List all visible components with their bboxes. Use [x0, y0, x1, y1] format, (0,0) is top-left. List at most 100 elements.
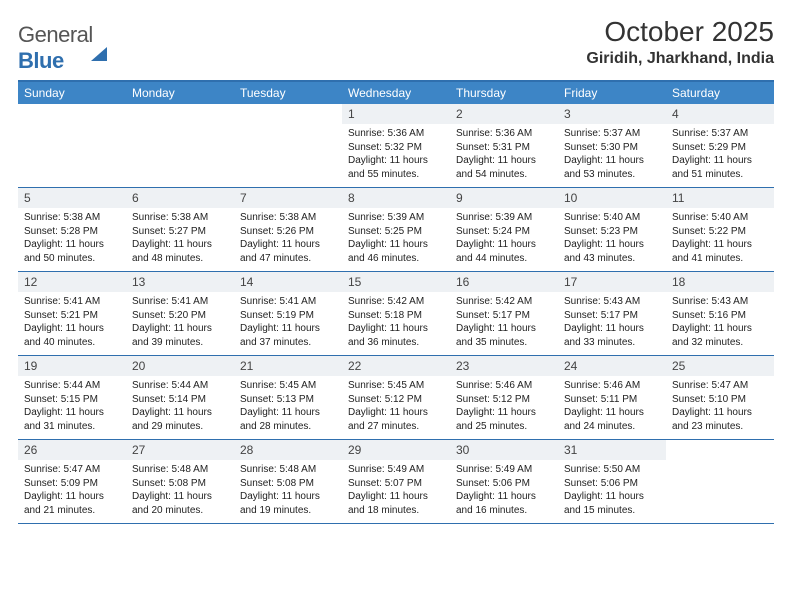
day-number: 16: [450, 272, 558, 292]
daylight-text: Daylight: 11 hours and 44 minutes.: [456, 238, 552, 265]
day-info: Sunrise: 5:42 AMSunset: 5:17 PMDaylight:…: [450, 292, 558, 355]
day-number: 26: [18, 440, 126, 460]
day-info: Sunrise: 5:40 AMSunset: 5:22 PMDaylight:…: [666, 208, 774, 271]
weekday-header: Wednesday: [342, 82, 450, 104]
weekday-header-row: Sunday Monday Tuesday Wednesday Thursday…: [18, 82, 774, 104]
daylight-text: Daylight: 11 hours and 15 minutes.: [564, 490, 660, 517]
sunset-text: Sunset: 5:06 PM: [564, 477, 660, 491]
day-cell: 4Sunrise: 5:37 AMSunset: 5:29 PMDaylight…: [666, 104, 774, 187]
day-info: Sunrise: 5:41 AMSunset: 5:19 PMDaylight:…: [234, 292, 342, 355]
day-cell: 28Sunrise: 5:48 AMSunset: 5:08 PMDayligh…: [234, 440, 342, 523]
sunrise-text: Sunrise: 5:47 AM: [24, 463, 120, 477]
sunrise-text: Sunrise: 5:40 AM: [672, 211, 768, 225]
day-number: 11: [666, 188, 774, 208]
day-number: 10: [558, 188, 666, 208]
calendar-page: General Blue October 2025 Giridih, Jhark…: [0, 0, 792, 524]
day-info: Sunrise: 5:46 AMSunset: 5:12 PMDaylight:…: [450, 376, 558, 439]
day-info: Sunrise: 5:39 AMSunset: 5:25 PMDaylight:…: [342, 208, 450, 271]
day-number: 29: [342, 440, 450, 460]
weekday-header: Thursday: [450, 82, 558, 104]
day-info: Sunrise: 5:41 AMSunset: 5:21 PMDaylight:…: [18, 292, 126, 355]
sunset-text: Sunset: 5:25 PM: [348, 225, 444, 239]
sunrise-text: Sunrise: 5:47 AM: [672, 379, 768, 393]
day-info: Sunrise: 5:43 AMSunset: 5:17 PMDaylight:…: [558, 292, 666, 355]
day-cell: 27Sunrise: 5:48 AMSunset: 5:08 PMDayligh…: [126, 440, 234, 523]
day-info: Sunrise: 5:39 AMSunset: 5:24 PMDaylight:…: [450, 208, 558, 271]
daylight-text: Daylight: 11 hours and 36 minutes.: [348, 322, 444, 349]
day-cell: 7Sunrise: 5:38 AMSunset: 5:26 PMDaylight…: [234, 188, 342, 271]
day-cell: 1Sunrise: 5:36 AMSunset: 5:32 PMDaylight…: [342, 104, 450, 187]
sunset-text: Sunset: 5:24 PM: [456, 225, 552, 239]
sunrise-text: Sunrise: 5:48 AM: [132, 463, 228, 477]
day-number: 7: [234, 188, 342, 208]
sunrise-text: Sunrise: 5:45 AM: [240, 379, 336, 393]
day-info: Sunrise: 5:48 AMSunset: 5:08 PMDaylight:…: [126, 460, 234, 523]
sunrise-text: Sunrise: 5:38 AM: [132, 211, 228, 225]
day-cell: [666, 440, 774, 523]
day-number: 30: [450, 440, 558, 460]
day-cell: 23Sunrise: 5:46 AMSunset: 5:12 PMDayligh…: [450, 356, 558, 439]
day-cell: 19Sunrise: 5:44 AMSunset: 5:15 PMDayligh…: [18, 356, 126, 439]
day-cell: [234, 104, 342, 187]
day-info: Sunrise: 5:38 AMSunset: 5:27 PMDaylight:…: [126, 208, 234, 271]
day-info: Sunrise: 5:49 AMSunset: 5:07 PMDaylight:…: [342, 460, 450, 523]
sunset-text: Sunset: 5:19 PM: [240, 309, 336, 323]
sunrise-text: Sunrise: 5:49 AM: [456, 463, 552, 477]
sunset-text: Sunset: 5:26 PM: [240, 225, 336, 239]
sunset-text: Sunset: 5:30 PM: [564, 141, 660, 155]
daylight-text: Daylight: 11 hours and 37 minutes.: [240, 322, 336, 349]
weekday-header: Sunday: [18, 82, 126, 104]
sunset-text: Sunset: 5:07 PM: [348, 477, 444, 491]
sunrise-text: Sunrise: 5:36 AM: [456, 127, 552, 141]
sunset-text: Sunset: 5:17 PM: [456, 309, 552, 323]
day-cell: 13Sunrise: 5:41 AMSunset: 5:20 PMDayligh…: [126, 272, 234, 355]
day-number: 3: [558, 104, 666, 124]
sunset-text: Sunset: 5:13 PM: [240, 393, 336, 407]
daylight-text: Daylight: 11 hours and 19 minutes.: [240, 490, 336, 517]
day-info: Sunrise: 5:43 AMSunset: 5:16 PMDaylight:…: [666, 292, 774, 355]
calendar-grid: Sunday Monday Tuesday Wednesday Thursday…: [18, 80, 774, 524]
day-cell: 2Sunrise: 5:36 AMSunset: 5:31 PMDaylight…: [450, 104, 558, 187]
location-subtitle: Giridih, Jharkhand, India: [586, 50, 774, 68]
daylight-text: Daylight: 11 hours and 33 minutes.: [564, 322, 660, 349]
day-cell: 16Sunrise: 5:42 AMSunset: 5:17 PMDayligh…: [450, 272, 558, 355]
brand-word-2: Blue: [18, 48, 64, 73]
sunset-text: Sunset: 5:08 PM: [132, 477, 228, 491]
weekday-header: Friday: [558, 82, 666, 104]
day-info: Sunrise: 5:36 AMSunset: 5:32 PMDaylight:…: [342, 124, 450, 187]
day-info: Sunrise: 5:42 AMSunset: 5:18 PMDaylight:…: [342, 292, 450, 355]
day-info: Sunrise: 5:44 AMSunset: 5:15 PMDaylight:…: [18, 376, 126, 439]
day-cell: 30Sunrise: 5:49 AMSunset: 5:06 PMDayligh…: [450, 440, 558, 523]
day-number: 12: [18, 272, 126, 292]
sunrise-text: Sunrise: 5:44 AM: [24, 379, 120, 393]
brand-word-1: General: [18, 22, 93, 47]
weekday-header: Monday: [126, 82, 234, 104]
day-number: 23: [450, 356, 558, 376]
sunrise-text: Sunrise: 5:37 AM: [564, 127, 660, 141]
daylight-text: Daylight: 11 hours and 21 minutes.: [24, 490, 120, 517]
day-info: Sunrise: 5:37 AMSunset: 5:29 PMDaylight:…: [666, 124, 774, 187]
week-row: 12Sunrise: 5:41 AMSunset: 5:21 PMDayligh…: [18, 272, 774, 356]
sunset-text: Sunset: 5:32 PM: [348, 141, 444, 155]
sunrise-text: Sunrise: 5:41 AM: [132, 295, 228, 309]
day-info: Sunrise: 5:41 AMSunset: 5:20 PMDaylight:…: [126, 292, 234, 355]
daylight-text: Daylight: 11 hours and 20 minutes.: [132, 490, 228, 517]
daylight-text: Daylight: 11 hours and 50 minutes.: [24, 238, 120, 265]
day-cell: 6Sunrise: 5:38 AMSunset: 5:27 PMDaylight…: [126, 188, 234, 271]
sunset-text: Sunset: 5:22 PM: [672, 225, 768, 239]
day-info: Sunrise: 5:40 AMSunset: 5:23 PMDaylight:…: [558, 208, 666, 271]
sunrise-text: Sunrise: 5:38 AM: [24, 211, 120, 225]
day-number: 1: [342, 104, 450, 124]
sunrise-text: Sunrise: 5:48 AM: [240, 463, 336, 477]
header: General Blue October 2025 Giridih, Jhark…: [18, 16, 774, 74]
day-cell: [18, 104, 126, 187]
sunrise-text: Sunrise: 5:42 AM: [456, 295, 552, 309]
day-number: 6: [126, 188, 234, 208]
day-number: 5: [18, 188, 126, 208]
sunrise-text: Sunrise: 5:42 AM: [348, 295, 444, 309]
daylight-text: Daylight: 11 hours and 53 minutes.: [564, 154, 660, 181]
sunrise-text: Sunrise: 5:41 AM: [240, 295, 336, 309]
daylight-text: Daylight: 11 hours and 23 minutes.: [672, 406, 768, 433]
sunset-text: Sunset: 5:15 PM: [24, 393, 120, 407]
daylight-text: Daylight: 11 hours and 25 minutes.: [456, 406, 552, 433]
